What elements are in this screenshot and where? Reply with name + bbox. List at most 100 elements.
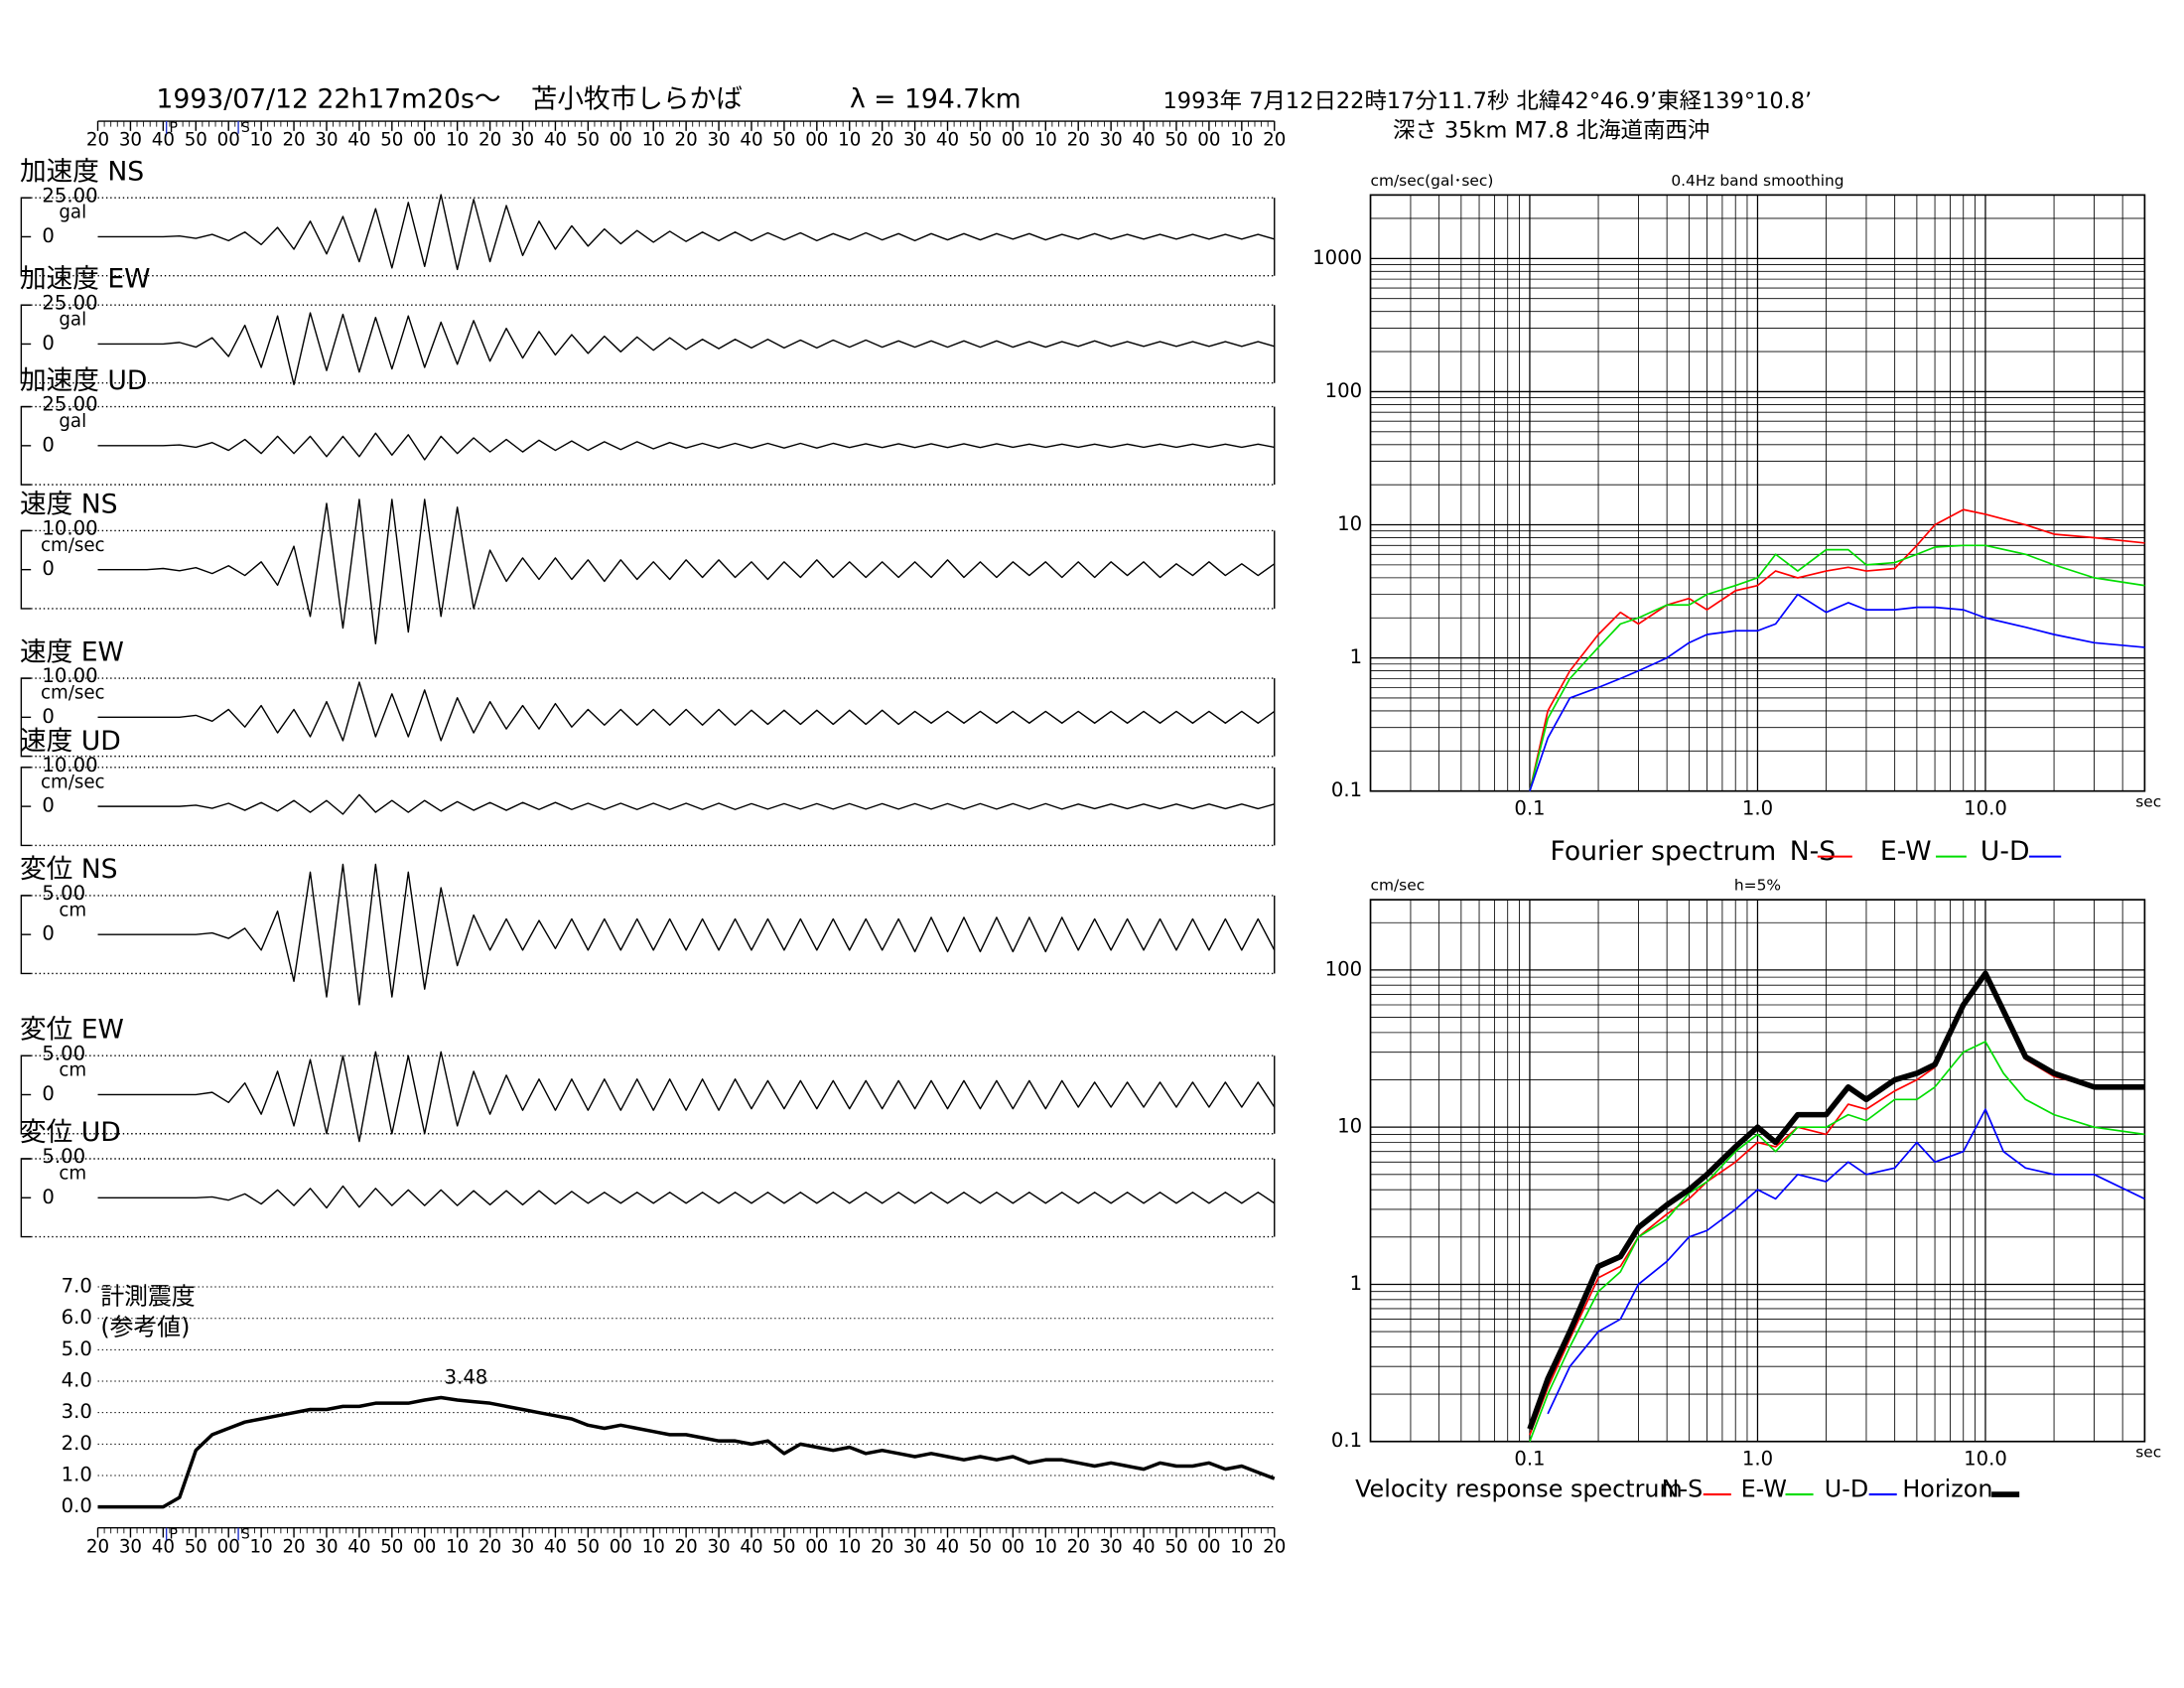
y-tick-label: 1.0 xyxy=(62,1463,92,1485)
waveform xyxy=(97,681,1276,742)
unit-label: cm xyxy=(59,900,86,920)
unit-label: cm/sec xyxy=(41,772,105,792)
x-tick-label: 20 xyxy=(675,1536,698,1557)
x-tick-label: 30 xyxy=(119,1536,142,1557)
max-label: 3.48 xyxy=(445,1365,488,1388)
x-tick-label: 20 xyxy=(871,130,893,151)
waveform xyxy=(97,194,1275,271)
x-tick-label: 20 xyxy=(86,130,109,151)
y-tick-label: 10.00 xyxy=(42,664,97,687)
x-tick-label: 30 xyxy=(511,130,534,151)
x-tick-label: 40 xyxy=(152,1536,175,1557)
chart-subtitle: 0.4Hz band smoothing xyxy=(1671,172,1843,190)
x-tick-label: 00 xyxy=(217,130,240,151)
x-tick-label: 50 xyxy=(577,130,600,151)
trace-label: 変位 EW xyxy=(20,1014,124,1045)
unit-label: gal xyxy=(59,411,86,432)
y-tick-label: 1 xyxy=(1350,1272,1363,1295)
y-tick-label: 10.00 xyxy=(42,754,97,776)
x-tick-label: 40 xyxy=(544,130,567,151)
x-tick-label: 30 xyxy=(1100,130,1123,151)
spectrum-line xyxy=(1529,508,2145,791)
trace-label: 加速度 UD xyxy=(20,365,147,396)
y-tick-label: 10.00 xyxy=(42,517,97,540)
x-tick-label: 20 xyxy=(1067,130,1090,151)
x-tick-label: 20 xyxy=(282,130,305,151)
x-tick-label: 00 xyxy=(805,130,828,151)
trace-label: 変位 UD xyxy=(20,1117,121,1148)
waveform xyxy=(97,1051,1276,1143)
x-tick-label: 20 xyxy=(86,1536,109,1557)
y-tick-label: 5.00 xyxy=(42,882,85,905)
legend-label: N-S xyxy=(1662,1475,1704,1502)
x-tick-label: 20 xyxy=(871,1536,893,1557)
y-tick-label: 0 xyxy=(42,922,55,945)
x-tick-label: 00 xyxy=(413,1536,436,1557)
x-tick-label: 1.0 xyxy=(1742,796,1773,819)
legend-label: E-W xyxy=(1741,1475,1787,1502)
legend-label: U-D xyxy=(1825,1475,1868,1502)
y-tick-label: 2.0 xyxy=(62,1432,92,1455)
x-tick-label: 20 xyxy=(478,1536,501,1557)
legend-label: N-S xyxy=(1790,836,1836,867)
x-tick-label: 10 xyxy=(446,130,469,151)
y-tick-label: 0.1 xyxy=(1331,778,1362,801)
x-tick-label: 30 xyxy=(903,130,926,151)
x-tick-label: 50 xyxy=(969,130,992,151)
event-info: 1993年 7月12日22時17分11.7秒 北緯42°46.9’東経139°1… xyxy=(1163,88,1813,114)
unit-label: cm xyxy=(59,1060,86,1081)
legend-label: U-D xyxy=(1980,836,2030,867)
chart-subtitle: h=5% xyxy=(1734,877,1781,895)
x-tick-label: 20 xyxy=(282,1536,305,1557)
x-tick-label: 00 xyxy=(413,130,436,151)
x-tick-label: 10 xyxy=(446,1536,469,1557)
spectrum-line xyxy=(1547,1108,2145,1415)
x-tick-label: 00 xyxy=(1002,1536,1024,1557)
trace-label: 加速度 NS xyxy=(20,156,144,187)
phase-marker-label: S xyxy=(241,120,250,136)
x-tick-label: 1.0 xyxy=(1742,1447,1773,1470)
unit-label: gal xyxy=(59,203,86,223)
x-tick-label: 40 xyxy=(740,130,762,151)
unit-label: gal xyxy=(59,310,86,331)
y-axis-label: cm/sec xyxy=(1371,877,1426,895)
y-tick-label: 5.0 xyxy=(62,1337,92,1360)
y-tick-label: 10 xyxy=(1337,512,1362,535)
x-tick-label: 10 xyxy=(1034,1536,1057,1557)
y-tick-label: 0 xyxy=(42,1082,55,1105)
x-tick-label: 10.0 xyxy=(1964,1447,2007,1470)
x-tick-label: 40 xyxy=(347,1536,370,1557)
x-tick-label: 40 xyxy=(152,130,175,151)
epicentral-distance: λ = 194.7km xyxy=(850,83,1022,114)
x-tick-label: 50 xyxy=(1164,130,1187,151)
trace-label: 速度 UD xyxy=(20,726,121,757)
x-tick-label: 40 xyxy=(936,1536,959,1557)
waveform xyxy=(97,793,1275,815)
x-tick-label: 50 xyxy=(772,130,795,151)
x-tick-label: 0.1 xyxy=(1514,796,1545,819)
spectrum-line xyxy=(1529,544,2145,791)
y-tick-label: 10 xyxy=(1337,1115,1362,1138)
x-tick-label: 20 xyxy=(1263,1536,1286,1557)
y-tick-label: 6.0 xyxy=(62,1306,92,1329)
x-tick-label: 00 xyxy=(1002,130,1024,151)
x-tick-label: 10 xyxy=(838,130,861,151)
waveform xyxy=(97,863,1276,1006)
plot-frame xyxy=(1369,899,2146,1443)
x-tick-label: 20 xyxy=(1067,1536,1090,1557)
y-tick-label: 0 xyxy=(42,705,55,728)
station-name: 苫小牧市しらかば xyxy=(531,83,743,114)
trace-label: 速度 EW xyxy=(20,636,124,667)
y-tick-label: 0 xyxy=(42,1186,55,1208)
y-tick-label: 25.00 xyxy=(42,291,97,314)
x-axis-label: sec xyxy=(2135,1443,2161,1461)
x-tick-label: 40 xyxy=(1132,1536,1155,1557)
waveform xyxy=(97,498,1276,645)
y-tick-label: 0 xyxy=(42,557,55,580)
spectrum-line xyxy=(1527,970,2145,1431)
phase-marker-label: S xyxy=(241,1527,250,1543)
unit-label: cm/sec xyxy=(41,683,105,704)
x-tick-label: 10 xyxy=(642,1536,665,1557)
x-tick-label: 30 xyxy=(707,1536,730,1557)
